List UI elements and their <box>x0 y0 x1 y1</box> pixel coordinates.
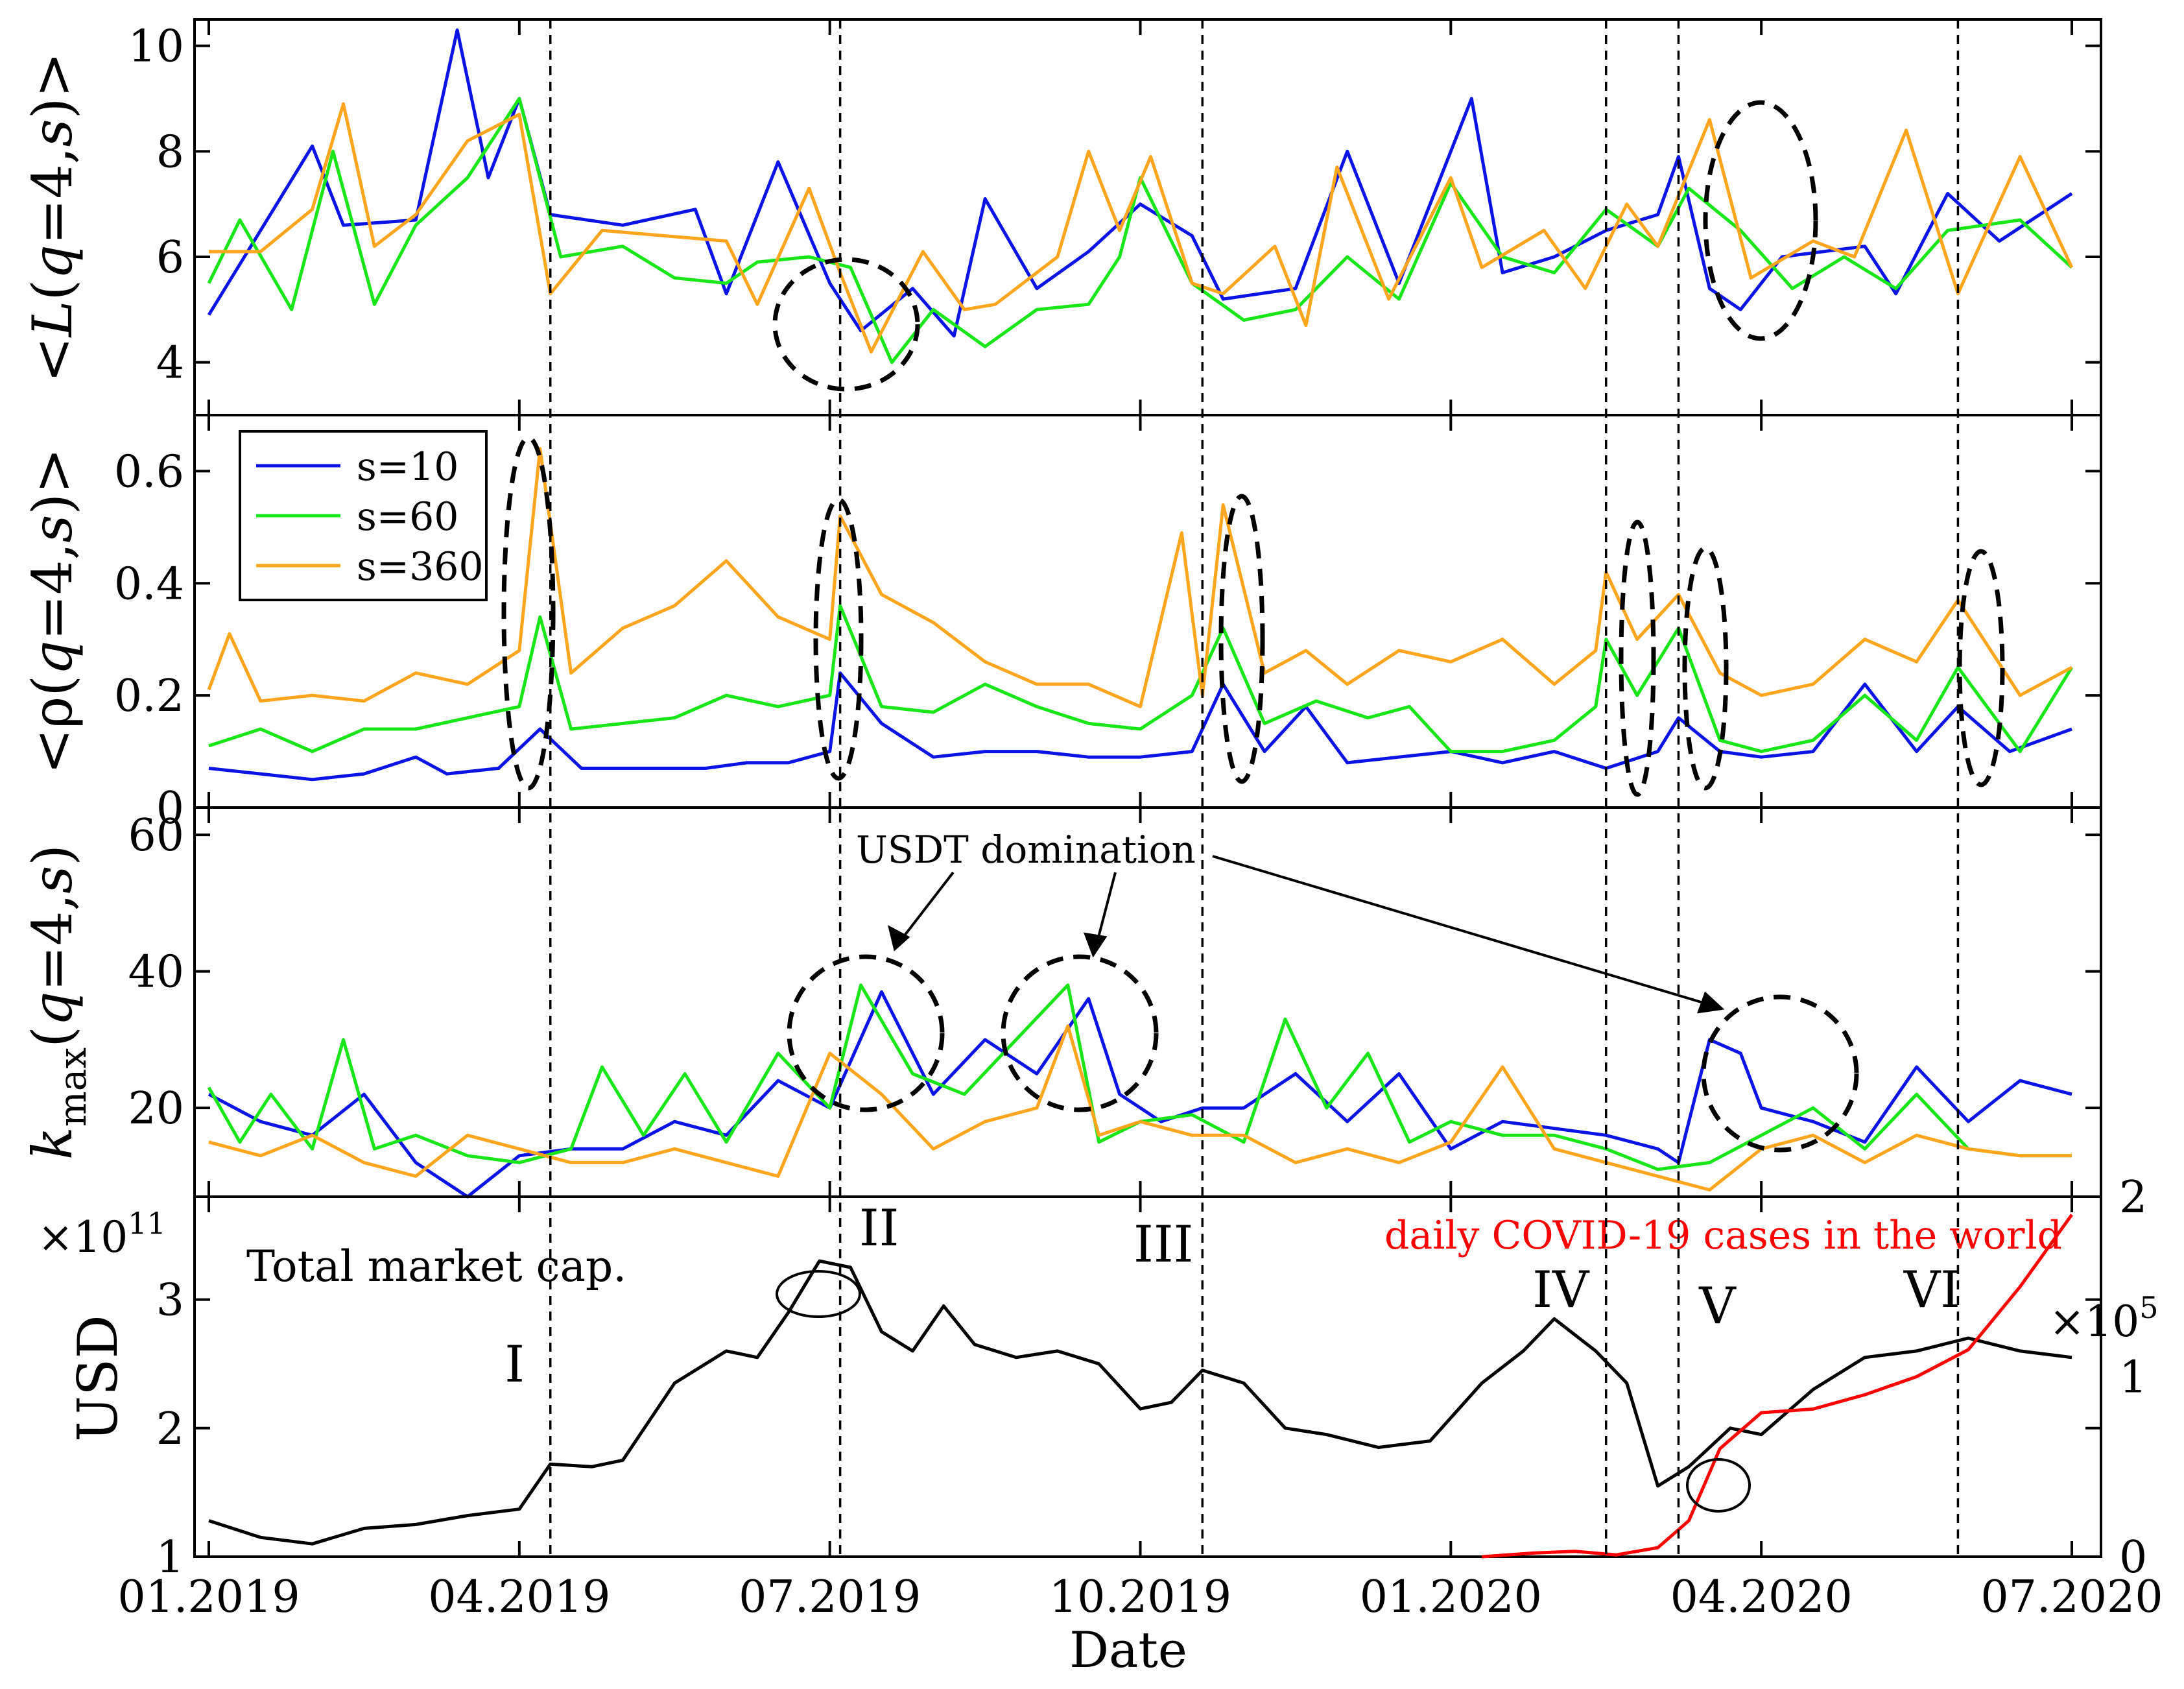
panel-market-ylabel: USD <box>66 1315 130 1442</box>
panel-L-ylabel: <L(q=4,s)> <box>21 52 84 383</box>
usdt-arrows <box>888 855 1725 1014</box>
panel-L-annotation-ellipse-1 <box>772 257 920 392</box>
xtick-label: 04.2019 <box>428 1572 610 1623</box>
series-L-s-10 <box>207 28 2073 338</box>
series-L-s-60 <box>207 97 2073 365</box>
ytick-label-rho: 0.4 <box>114 558 184 610</box>
panel-L-annotation-ellipse-2 <box>1703 100 1818 341</box>
xtick-label: 04.2020 <box>1670 1572 1853 1623</box>
event-label-I: I <box>504 1336 525 1394</box>
panel-L: 4 6 8 10 <L(q=4,s)> <box>21 18 2102 416</box>
ytick-label-kmax: 40 <box>128 947 184 998</box>
xtick-label: 07.2019 <box>739 1572 921 1623</box>
market-cap-text-label: Total market cap. <box>246 1241 626 1291</box>
event-label-II: II <box>859 1199 899 1258</box>
kmax-ellipse-1 <box>787 954 945 1112</box>
panel-rho: 0 0.2 0.4 0.6 <ρ(q=4,s)> s=10 s=60 s=360 <box>21 414 2102 834</box>
series-kmax-s-60 <box>207 983 2072 1171</box>
usdt-arrowhead-3 <box>1697 991 1725 1014</box>
series-market-total-market-cap- <box>208 1259 2072 1546</box>
right-axis-scale-label: ×105 <box>2049 1290 2159 1347</box>
xtick-label: 10.2019 <box>1049 1572 1231 1623</box>
usdt-arrow-1 <box>897 871 955 945</box>
series-rho-s-10 <box>208 671 2072 782</box>
ytick-label-L: 6 <box>156 232 184 283</box>
panel-market-frame <box>193 1195 2102 1558</box>
event-label-VI: VI <box>1903 1261 1960 1319</box>
right-ytick-label: 0 <box>2119 1532 2147 1583</box>
panel-rho-ellipse-6 <box>1957 549 2005 787</box>
panel-rho-ellipse-1 <box>501 435 556 791</box>
panel-kmax-ylabel: kmax(q=4,s) <box>21 844 95 1160</box>
panel-kmax-series-group <box>207 983 2072 1199</box>
x-ticks: 01.2019 04.2019 07.2019 10.2019 01.2020 04.20… <box>117 1572 2163 1623</box>
usdt-arrow-3 <box>1212 855 1713 1007</box>
ytick-label-L: 4 <box>156 338 184 389</box>
panel-rho-ticks: 0 0.2 0.4 0.6 <box>114 415 2101 834</box>
ytick-label-kmax: 60 <box>128 810 184 861</box>
ytick-label-market: 1 <box>156 1532 184 1583</box>
xtick-label: 07.2020 <box>1980 1572 2163 1623</box>
market-dip-circle <box>1686 1458 1751 1513</box>
ytick-label-rho: 0.6 <box>114 446 184 497</box>
panel-rho-series-group <box>207 447 2074 782</box>
kmax-ellipse-3 <box>1701 994 1859 1153</box>
series-kmax-s-360 <box>208 1024 2072 1192</box>
usdt-arrowhead-1 <box>888 925 910 952</box>
xtick-label: 01.2019 <box>117 1572 300 1623</box>
panel-market: 1 2 3 0 1 2 USD ×1011 Total market cap. daily… <box>38 1172 2159 1583</box>
series-rho-s-60 <box>208 604 2074 754</box>
market-scale-label: ×1011 <box>38 1206 166 1262</box>
panel-rho-ellipse-4 <box>1619 520 1656 797</box>
panel-market-ticks: 1 2 3 0 1 2 <box>156 1172 2148 1583</box>
panel-kmax: 20 40 60 kmax(q=4,s) USDT domination <box>21 806 2102 1199</box>
event-label-V: V <box>1698 1277 1737 1336</box>
market-peak-circle <box>776 1270 861 1318</box>
panel-market-series-group <box>208 1214 2074 1559</box>
kmax-ellipse-2 <box>1001 954 1159 1112</box>
usdt-annotation-label: USDT domination <box>856 828 1196 872</box>
panel-rho-ellipse-2 <box>813 497 864 781</box>
series-market-daily-covid-19-cases-in-the-world <box>1482 1214 2074 1559</box>
ytick-label-rho: 0.2 <box>114 671 184 722</box>
legend-label-s360: s=360 <box>357 544 484 590</box>
series-L-s-360 <box>209 102 2074 353</box>
event-label-III: III <box>1134 1216 1193 1274</box>
panel-L-series-group <box>207 28 2074 365</box>
panel-L-ticks: 4 6 8 10 <box>128 19 2101 415</box>
panel-kmax-ticks: 20 40 60 <box>128 808 2101 1197</box>
xtick-label: 01.2020 <box>1360 1572 1542 1623</box>
ytick-label-L: 10 <box>128 21 184 73</box>
panel-rho-ylabel: <ρ(q=4,s)> <box>21 448 84 774</box>
ytick-label-L: 8 <box>156 126 184 178</box>
right-ytick-label: 2 <box>2119 1172 2147 1223</box>
legend-label-s10: s=10 <box>357 444 458 490</box>
legend-label-s60: s=60 <box>357 494 458 540</box>
ytick-label-market: 2 <box>156 1404 184 1455</box>
ytick-label-market: 3 <box>156 1275 184 1326</box>
series-kmax-s-10 <box>208 990 2072 1199</box>
right-ytick-label: 1 <box>2119 1352 2147 1404</box>
event-label-IV: IV <box>1532 1261 1590 1319</box>
legend: s=10 s=60 s=360 <box>239 430 488 601</box>
panel-rho-ellipse-3 <box>1218 494 1265 784</box>
covid-label: daily COVID-19 cases in the world <box>1384 1213 2062 1258</box>
series-rho-s-360 <box>207 447 2073 708</box>
usdt-arrowhead-2 <box>1083 932 1108 958</box>
panel-rho-ellipse-5 <box>1682 545 1729 791</box>
x-axis-label: Date <box>1069 1621 1187 1679</box>
ytick-label-kmax: 20 <box>128 1083 184 1134</box>
usdt-arrow-2 <box>1095 872 1117 948</box>
ytick-label-rho: 0 <box>156 783 184 834</box>
